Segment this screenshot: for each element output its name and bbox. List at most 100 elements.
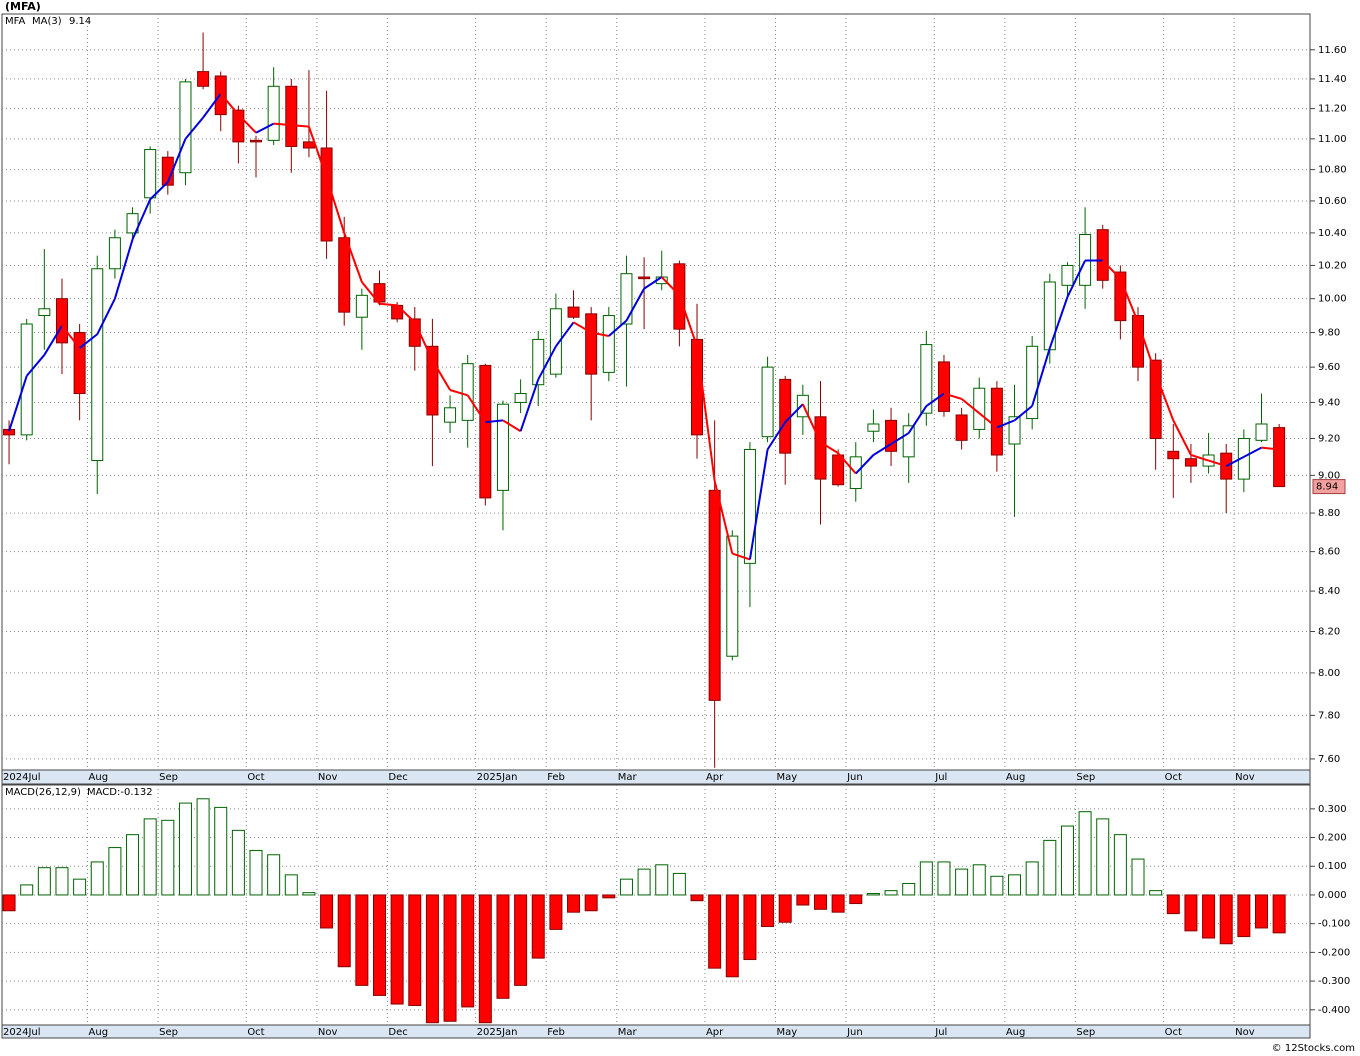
candle-body: [602, 315, 615, 373]
ma-segment: [678, 294, 698, 347]
ma-segment: [890, 432, 910, 445]
macd-bar: [725, 894, 739, 978]
ma-segment: [1066, 260, 1086, 298]
macd-bar: [161, 819, 175, 896]
x-tick-label: Sep: [1076, 772, 1095, 783]
y-tick-label: 9.20: [1318, 434, 1340, 445]
candle-body: [444, 407, 457, 423]
x-tick-label: Sep: [159, 1027, 178, 1038]
y-tick-label: 11.20: [1318, 104, 1347, 115]
candle-body: [1167, 450, 1180, 460]
y-tick-label: 0.300: [1318, 804, 1347, 815]
macd-bar: [320, 894, 334, 929]
ma-segment: [343, 232, 363, 283]
macd-bar: [2, 894, 16, 912]
macd-bar: [337, 894, 351, 968]
y-tick-label: 9.00: [1318, 470, 1340, 481]
macd-bar: [884, 890, 898, 896]
macd-bar: [813, 894, 827, 910]
y-tick-label: 10.20: [1318, 260, 1347, 271]
ma-segment: [537, 345, 557, 380]
candle-body: [496, 403, 509, 491]
candle-body: [885, 419, 898, 452]
ma-segment: [608, 319, 628, 337]
candle-body: [1220, 452, 1233, 480]
x-tick-label: Jun: [846, 772, 863, 783]
ma-segment: [96, 298, 116, 335]
macd-bar: [778, 894, 792, 923]
ma-segment: [943, 392, 962, 400]
y-tick-label: 10.80: [1318, 165, 1347, 176]
x-tick-label: 2024Jul: [3, 1027, 41, 1038]
candle-body: [1096, 229, 1109, 281]
y-tick-label: -0.400: [1318, 1005, 1350, 1016]
ma-segment: [1243, 446, 1262, 458]
legend-ma: MA(3): [32, 16, 62, 27]
x-tick-label: 2024Jul: [3, 772, 41, 783]
ma-segment: [766, 421, 787, 451]
candle-body: [1114, 271, 1127, 322]
x-tick-label: Dec: [388, 772, 407, 783]
candle-body: [514, 393, 527, 403]
x-tick-label: Feb: [547, 1027, 565, 1038]
ma-segment: [713, 480, 734, 554]
y-tick-label: 8.60: [1318, 547, 1340, 558]
y-tick-label: 9.40: [1318, 397, 1340, 408]
x-tick-label: Sep: [159, 772, 178, 783]
x-tick-label: Apr: [706, 772, 724, 783]
ma-segment: [996, 419, 1015, 429]
macd-bar: [1237, 894, 1251, 938]
candle-body: [955, 414, 968, 441]
candle-body: [373, 283, 386, 303]
ma-segment: [379, 302, 398, 307]
macd-bar: [443, 894, 457, 1022]
ma-segment: [413, 321, 434, 361]
macd-bar: [1184, 894, 1198, 932]
candle-body: [708, 489, 721, 701]
ma-segment: [1190, 454, 1209, 462]
ma-segment: [219, 93, 240, 116]
candle-body: [338, 237, 351, 313]
ma-segment: [237, 113, 257, 134]
ma-segment: [449, 389, 468, 397]
ma-segment: [643, 276, 663, 290]
macd-bar: [1078, 811, 1092, 896]
macd-bar: [126, 834, 140, 896]
ma-segment: [555, 321, 575, 347]
ma-segment: [978, 412, 998, 429]
ma-segment: [1172, 419, 1192, 456]
x-tick-label: Dec: [388, 1027, 407, 1038]
ma-segment: [255, 122, 275, 134]
ma-segment: [1048, 296, 1069, 349]
y-tick-label: -0.100: [1318, 919, 1350, 930]
macd-bar: [496, 894, 510, 999]
x-tick-label: Oct: [1165, 772, 1182, 783]
candle-body: [832, 454, 845, 486]
macd-bar: [214, 806, 228, 896]
candle-body: [1273, 427, 1286, 488]
price-tag: [1312, 479, 1346, 495]
macd-bar: [90, 861, 104, 896]
macd-bar: [831, 894, 845, 913]
x-tick-label: Jul: [934, 1027, 947, 1038]
ma-segment: [8, 375, 28, 432]
labels: 2024Jul Aug Sep Oct Nov Dec 2025Jan Feb Mar Apr Ma…: [3, 16, 1350, 1038]
x-tick-label: Aug: [89, 772, 109, 783]
candle-body: [302, 141, 315, 149]
x-tick-label: Aug: [1006, 772, 1026, 783]
ma-segment: [855, 454, 875, 475]
macd-bar: [1131, 858, 1145, 896]
macd-bar: [372, 894, 386, 996]
y-tick-label: 7.80: [1318, 710, 1340, 721]
ma-segment: [184, 116, 204, 140]
candle-body: [479, 364, 492, 499]
ma-segment: [1208, 459, 1227, 468]
price-tag-label: 8.94: [1316, 482, 1338, 493]
x-tick-label: Feb: [547, 772, 565, 783]
candle-body: [38, 308, 51, 317]
y-tick-label: 8.20: [1318, 626, 1340, 637]
macd-prefix: MACD:: [87, 787, 120, 798]
candle-body: [1026, 345, 1039, 420]
